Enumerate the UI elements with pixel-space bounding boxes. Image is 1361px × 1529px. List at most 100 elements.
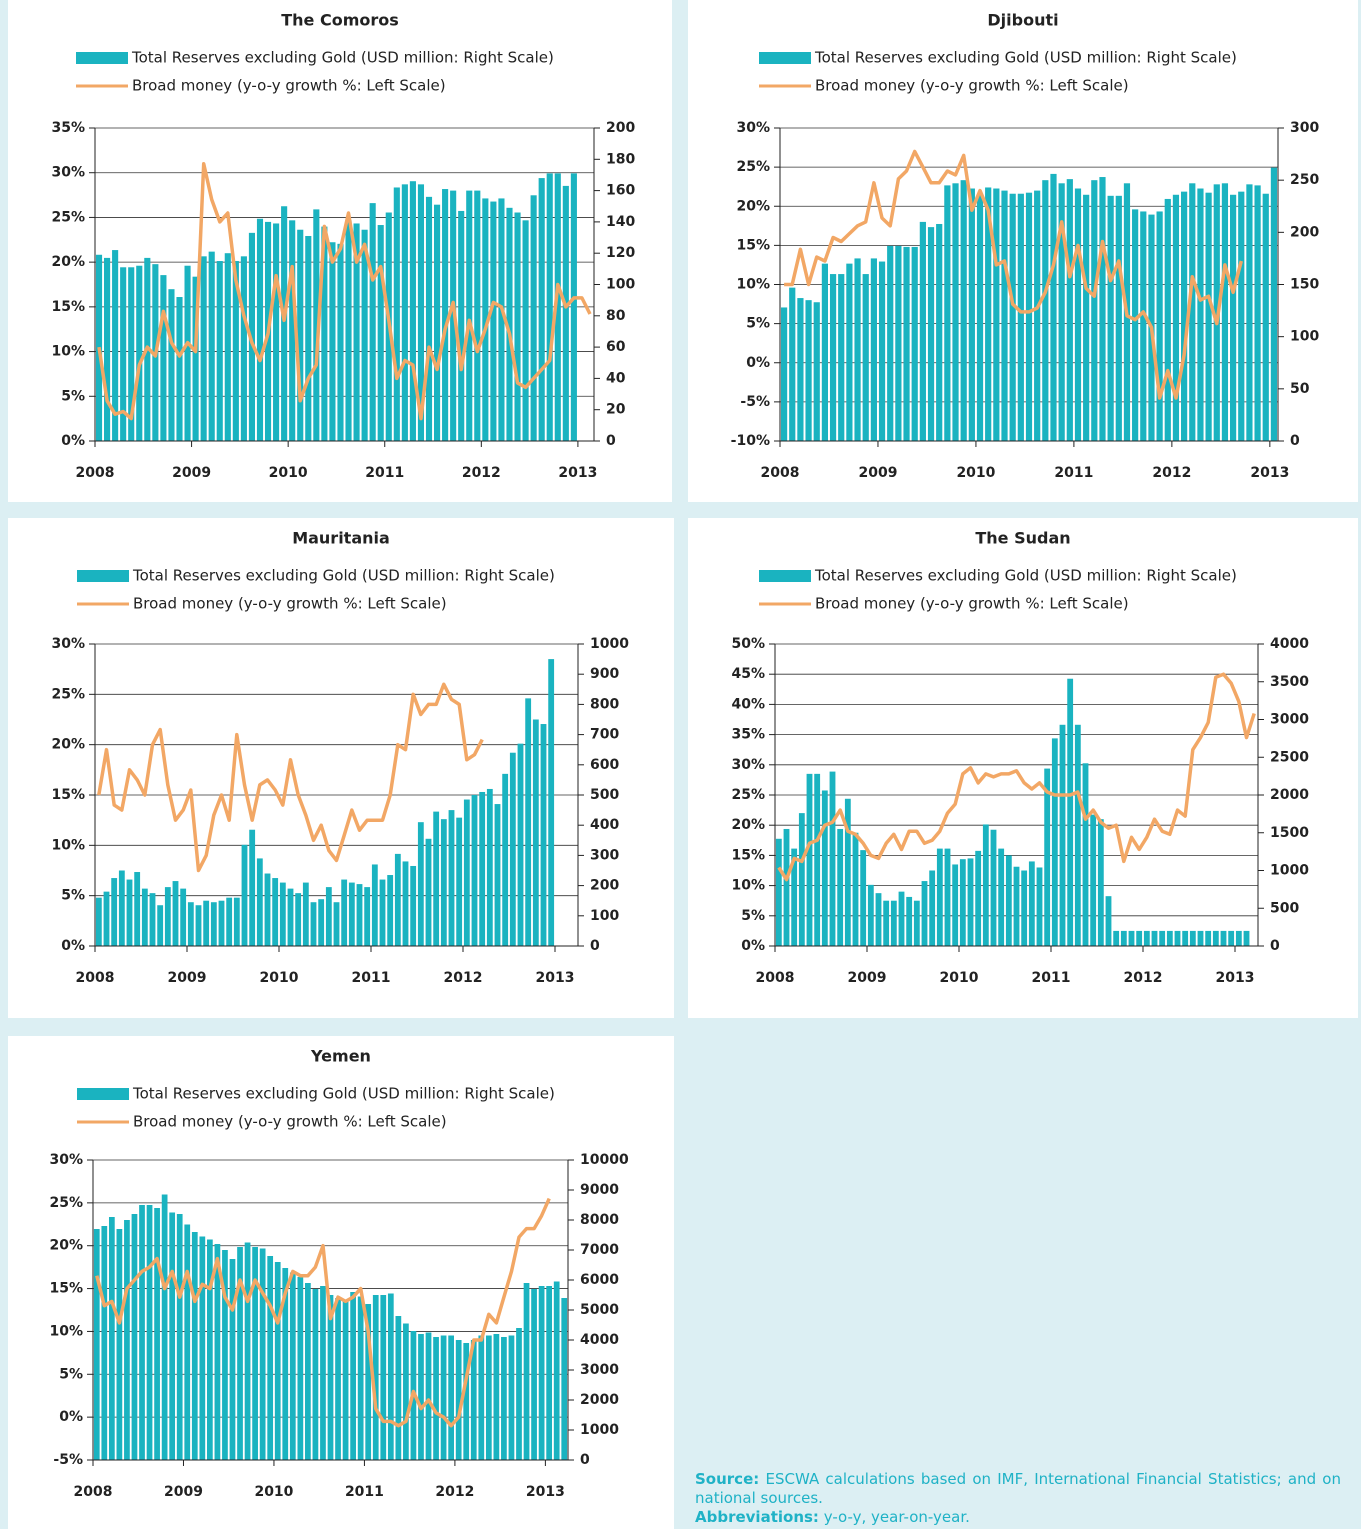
- bar: [214, 1244, 221, 1460]
- bar: [870, 258, 877, 441]
- bar: [305, 235, 312, 441]
- y2-tick-label: 150: [1290, 277, 1319, 293]
- legend-swatch: [76, 52, 128, 64]
- bar: [854, 258, 861, 441]
- bar: [369, 203, 376, 441]
- bar: [345, 220, 352, 441]
- y-tick-label: 30%: [51, 636, 85, 652]
- bar: [440, 819, 447, 946]
- y-tick-label: 25%: [51, 686, 85, 702]
- bar: [357, 1296, 364, 1460]
- line: [97, 682, 484, 873]
- x-tick-label: 2012: [1152, 465, 1191, 481]
- bar: [821, 790, 828, 946]
- bar: [337, 243, 344, 441]
- bar: [486, 788, 493, 946]
- y2-tick-label: 700: [590, 727, 619, 743]
- bar: [797, 298, 804, 441]
- bar: [1082, 763, 1089, 946]
- bar: [1140, 211, 1147, 441]
- bar: [1090, 814, 1097, 946]
- bar: [780, 307, 788, 441]
- bar: [783, 828, 790, 946]
- bar: [862, 274, 869, 441]
- bar: [1132, 209, 1139, 441]
- y-tick-label: 0%: [746, 355, 770, 371]
- y-tick-label: 5%: [61, 888, 85, 904]
- panel: [8, 1036, 674, 1529]
- bar: [1229, 194, 1237, 441]
- line: [97, 162, 592, 421]
- bar: [927, 227, 935, 441]
- bar: [224, 253, 231, 441]
- bar: [335, 1298, 341, 1460]
- bar: [318, 899, 325, 946]
- y-tick-label: 15%: [51, 787, 85, 803]
- bar: [456, 817, 463, 946]
- y-tick-label: 20%: [51, 737, 85, 753]
- bar: [1212, 930, 1219, 946]
- y2-tick-label: 4000: [580, 1332, 619, 1348]
- bar: [218, 900, 225, 946]
- bar: [546, 1286, 553, 1460]
- bar: [252, 1247, 258, 1460]
- bar: [1099, 177, 1106, 441]
- y2-tick-label: 80: [606, 308, 626, 324]
- y2-tick-label: 200: [590, 878, 619, 894]
- bar: [200, 256, 207, 441]
- bar: [289, 220, 296, 441]
- bar: [522, 220, 529, 441]
- y2-tick-label: 10000: [580, 1152, 629, 1168]
- x-tick-label: 2012: [462, 465, 501, 481]
- y2-tick-label: 9000: [580, 1182, 619, 1198]
- bar: [479, 791, 486, 946]
- y-tick-label: -5%: [53, 1452, 83, 1468]
- bar: [118, 870, 125, 946]
- bar: [353, 223, 360, 441]
- bar: [540, 724, 547, 946]
- bar: [1058, 183, 1065, 441]
- y-tick-label: 5%: [741, 908, 765, 924]
- bar: [1221, 183, 1229, 441]
- bar: [1017, 193, 1024, 441]
- y-tick-label: 45%: [731, 666, 765, 682]
- bar: [867, 884, 874, 946]
- source-line: Source: ESCWA calculations based on IMF,…: [695, 1470, 1341, 1508]
- bar: [846, 263, 853, 441]
- bar: [952, 183, 959, 441]
- chart-title: The Comoros: [281, 11, 399, 30]
- legend-swatch: [759, 52, 811, 64]
- y2-tick-label: 40: [606, 370, 626, 386]
- bar: [498, 198, 505, 441]
- bar: [1172, 194, 1180, 441]
- x-tick-label: 2013: [536, 970, 575, 986]
- y-tick-label: 30%: [51, 165, 85, 181]
- bar: [116, 1229, 123, 1460]
- bar: [1028, 861, 1035, 946]
- bar: [887, 245, 894, 441]
- bar: [860, 850, 867, 946]
- bar: [878, 261, 886, 441]
- bar: [157, 905, 164, 946]
- bar: [975, 850, 982, 946]
- bar: [1164, 198, 1171, 441]
- bar: [829, 274, 837, 441]
- bar: [985, 187, 992, 441]
- y2-tick-label: 6000: [580, 1272, 619, 1288]
- bar: [356, 884, 363, 946]
- bar: [1197, 930, 1204, 946]
- bar: [1189, 183, 1196, 441]
- bar: [789, 287, 796, 441]
- y2-tick-label: 1000: [1270, 863, 1309, 879]
- y2-tick-label: 1000: [580, 1422, 619, 1438]
- y-tick-label: 25%: [51, 209, 85, 225]
- bar: [1254, 185, 1261, 441]
- bar: [1246, 184, 1253, 441]
- y2-tick-label: 500: [1270, 900, 1299, 916]
- bar: [172, 881, 179, 946]
- bar: [131, 1214, 138, 1460]
- y-tick-label: -10%: [731, 433, 770, 449]
- y-tick-label: 0%: [59, 1409, 83, 1425]
- bar: [274, 1262, 281, 1460]
- x-tick-label: 2012: [444, 970, 483, 986]
